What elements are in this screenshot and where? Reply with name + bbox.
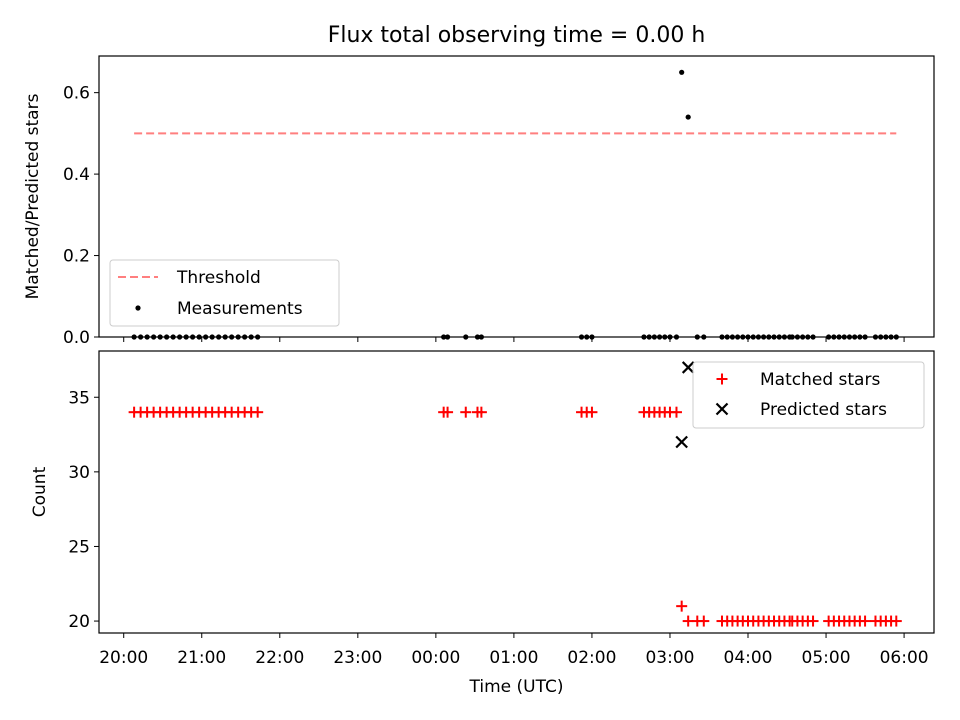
y-tick-label-top: 0.6 <box>63 84 90 104</box>
legend-predicted-label: Predicted stars <box>760 400 887 420</box>
chart-title: Flux total observing time = 0.00 h <box>328 23 706 48</box>
legend-measurements-swatch <box>135 305 141 311</box>
legend-matched-swatch <box>716 373 728 385</box>
matched-star-point <box>676 600 688 612</box>
matched-star-point <box>807 615 819 627</box>
bottom-plot: 20 25 30 35 20:00 21:00 22:00 23:00 00:00 01:00 02… <box>30 350 935 697</box>
measurement-point <box>679 69 685 75</box>
matched-star-point <box>670 406 682 418</box>
y-tick-label-top: 0.0 <box>63 328 90 348</box>
legend-threshold-label: Threshold <box>176 268 261 288</box>
x-axis-label: Time (UTC) <box>469 677 564 697</box>
x-tick-label: 22:00 <box>255 648 304 668</box>
x-tick-label: 06:00 <box>880 648 929 668</box>
matched-star-point <box>252 406 264 418</box>
y-tick-label-bottom: 35 <box>68 388 90 408</box>
x-tick-label: 01:00 <box>489 648 538 668</box>
x-tick-label: 21:00 <box>177 648 226 668</box>
predicted-star-point <box>675 435 688 449</box>
measurement-point <box>685 114 691 120</box>
legend-box-bottom <box>692 361 925 429</box>
legend-predicted-swatch <box>715 402 729 416</box>
matched-star-point <box>859 615 871 627</box>
x-tick-label: 02:00 <box>567 648 616 668</box>
bottom-plot-frame <box>98 350 935 634</box>
x-tick-label: 00:00 <box>411 648 460 668</box>
legend-box-top <box>109 259 340 327</box>
matched-star-point <box>890 615 902 627</box>
matched-star-point <box>475 406 487 418</box>
matched-star-point <box>442 406 454 418</box>
x-tick-label: 05:00 <box>802 648 851 668</box>
y-tick-label-top: 0.2 <box>63 247 90 267</box>
legend-bottom: Matched stars Predicted stars <box>692 361 925 429</box>
legend-predicted-swatch-b <box>715 402 729 416</box>
y-tick-label-top: 0.4 <box>63 165 90 185</box>
matched-star-point <box>586 406 598 418</box>
predicted-star-point <box>681 361 695 374</box>
y-tick-label-bottom: 30 <box>68 463 90 483</box>
y-axis-label-bottom: Count <box>30 466 50 517</box>
predicted-star-point-b <box>675 435 688 449</box>
x-tick-label: 20:00 <box>99 648 148 668</box>
legend-top: Threshold Measurements <box>109 259 340 327</box>
top-plot: Flux total observing time = 0.00 h 0.0 0.2… <box>23 23 935 348</box>
predicted-star-point-b <box>681 361 695 374</box>
matched-star-point <box>460 406 472 418</box>
legend-measurements-label: Measurements <box>177 299 303 319</box>
top-plot-frame <box>98 55 935 338</box>
y-axis-label-top: Matched/Predicted stars <box>23 93 43 299</box>
x-tick-label: 04:00 <box>724 648 773 668</box>
x-tick-label: 03:00 <box>645 648 694 668</box>
y-tick-label-bottom: 20 <box>68 612 90 632</box>
y-tick-label-bottom: 25 <box>68 537 90 557</box>
matched-star-point <box>698 615 710 627</box>
x-tick-label: 23:00 <box>333 648 382 668</box>
legend-matched-label: Matched stars <box>760 370 880 390</box>
